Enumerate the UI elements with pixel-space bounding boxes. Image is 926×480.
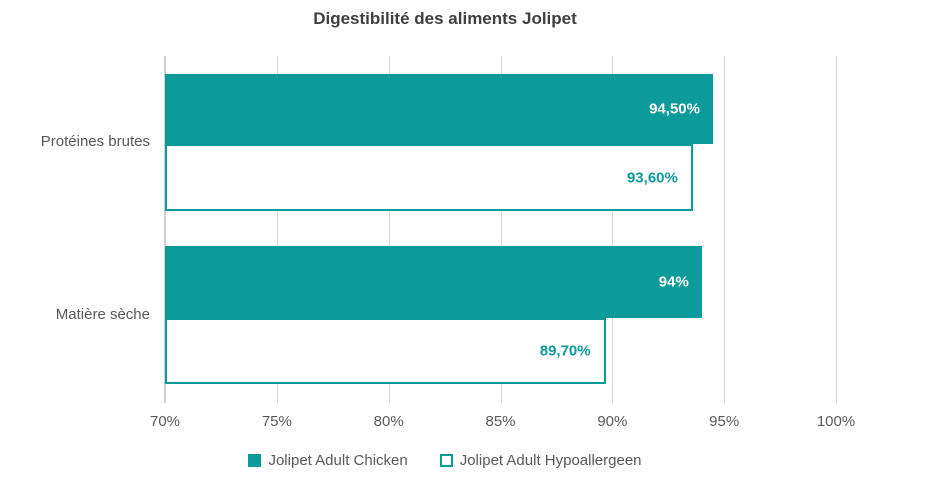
category-label-matiere-seche: Matière sèche — [55, 306, 150, 323]
gridline — [276, 56, 278, 403]
x-tick-label: 95% — [709, 413, 740, 430]
legend: Jolipet Adult Chicken Jolipet Adult Hypo… — [0, 452, 890, 469]
plot-area: 94,50% 93,60% 94% 89,70% — [164, 56, 837, 403]
legend-item-chicken: Jolipet Adult Chicken — [248, 452, 408, 469]
x-tick-label: 85% — [485, 413, 516, 430]
chart-title: Digestibilité des aliments Jolipet — [313, 9, 577, 28]
x-tick-label: 90% — [597, 413, 628, 430]
category-label-proteines-brutes: Protéines brutes — [40, 133, 150, 150]
data-label: 89,70% — [539, 342, 591, 360]
bar-chicken-proteines-brutes: 94,50% — [165, 74, 713, 144]
x-tick-label: 100% — [816, 413, 856, 430]
data-label: 94,50% — [649, 100, 700, 118]
gridline — [724, 56, 726, 403]
bar-hypoallergeen-proteines-brutes: 93,60% — [165, 144, 693, 211]
gridline — [836, 56, 837, 403]
data-label: 93,60% — [626, 169, 678, 186]
legend-item-hypoallergeen: Jolipet Adult Hypoallergeen — [439, 452, 642, 469]
x-axis: 70% 75% 80% 85% 90% 95% 100% — [150, 413, 855, 435]
bar-chicken-matiere-seche: 94% — [165, 246, 702, 318]
y-axis-line — [164, 56, 166, 403]
legend-swatch-outlined-icon — [439, 454, 453, 467]
data-label: 94% — [658, 273, 689, 291]
x-tick-label: 75% — [261, 413, 292, 430]
gridline — [388, 56, 390, 403]
legend-label-hypoallergeen: Jolipet Adult Hypoallergeen — [459, 452, 642, 469]
x-tick-label: 70% — [149, 413, 181, 430]
gridline — [500, 56, 502, 403]
x-tick-label: 80% — [373, 413, 404, 430]
bar-hypoallergeen-matiere-seche: 89,70% — [165, 318, 606, 384]
legend-swatch-filled-icon — [248, 454, 262, 467]
gridline — [612, 56, 614, 403]
legend-label-chicken: Jolipet Adult Chicken — [268, 452, 408, 469]
